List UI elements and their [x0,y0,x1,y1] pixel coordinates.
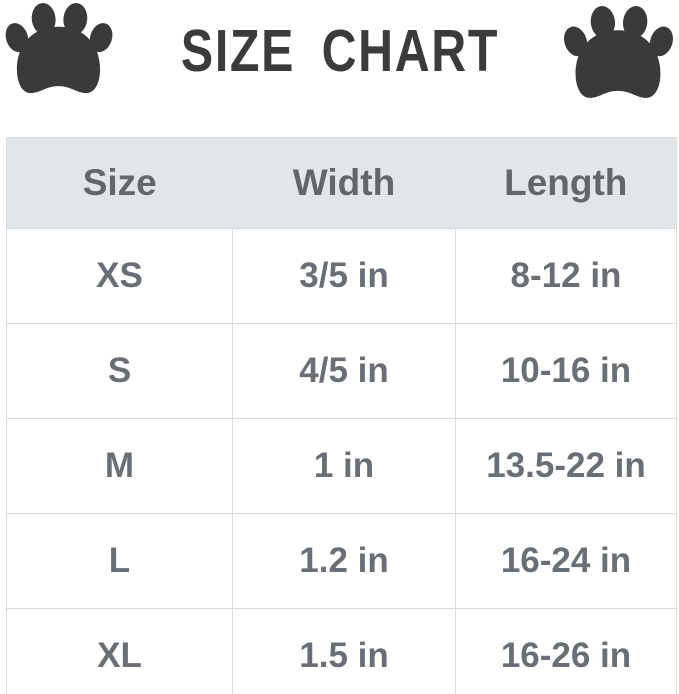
table-header-row: Size Width Length [6,137,677,229]
length-cell: 16-26 in [455,608,677,694]
column-header-size: Size [6,137,233,229]
size-cell: M [6,418,233,514]
column-header-width: Width [232,137,456,229]
length-cell: 10-16 in [455,323,677,419]
size-cell: XS [6,228,233,324]
paw-icon [3,2,114,101]
width-cell: 1 in [232,418,456,514]
width-cell: 1.2 in [232,513,456,609]
size-cell: L [6,513,233,609]
size-chart-table: Size Width Length XS 3/5 in 8-12 in S 4/… [6,137,677,694]
paw-icon [561,5,675,106]
size-cell: XL [6,608,233,694]
table-row: M 1 in 13.5-22 in [6,418,677,514]
width-cell: 3/5 in [232,228,456,324]
length-cell: 16-24 in [455,513,677,609]
length-cell: 8-12 in [455,228,677,324]
table-row: XL 1.5 in 16-26 in [6,608,677,694]
table-row: XS 3/5 in 8-12 in [6,228,677,324]
width-cell: 1.5 in [232,608,456,694]
page-title-text: SIZE CHART [180,18,499,84]
table-row: L 1.2 in 16-24 in [6,513,677,609]
size-cell: S [6,323,233,419]
column-header-length: Length [455,137,677,229]
length-cell: 13.5-22 in [455,418,677,514]
page-title: SIZE CHART [0,20,679,82]
width-cell: 4/5 in [232,323,456,419]
table-row: S 4/5 in 10-16 in [6,323,677,419]
